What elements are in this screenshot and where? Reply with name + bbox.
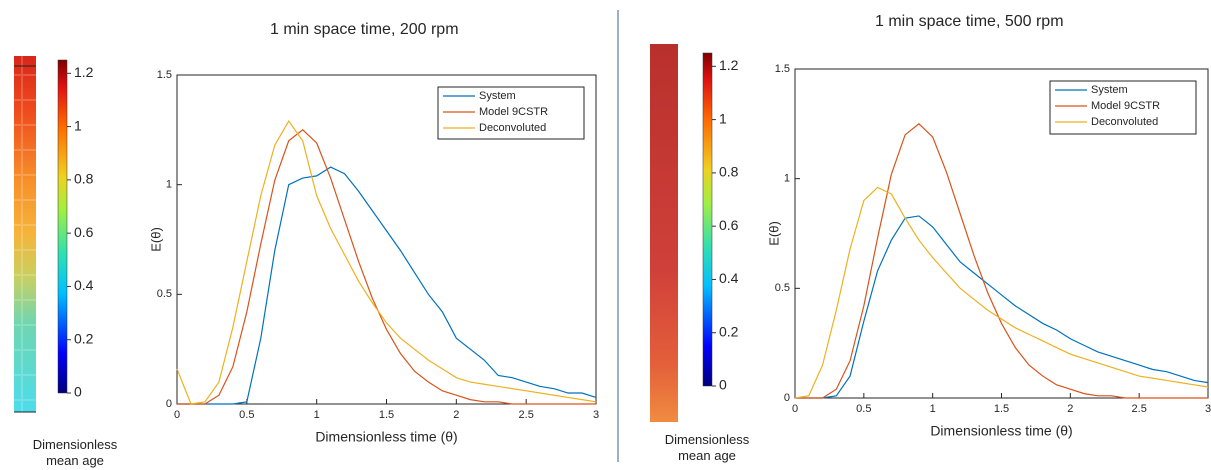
legend-label: Deconvoluted (479, 122, 546, 134)
x-tick-label: 0 (174, 409, 180, 421)
colorbar-tick-label: 0.2 (719, 323, 739, 339)
x-tick-label: 3 (1205, 403, 1211, 415)
colorbar (57, 59, 68, 394)
colorbar-tick-label: 0.8 (74, 171, 94, 187)
legend-label: Model 9CSTR (1091, 100, 1160, 112)
y-tick-label: 0 (784, 392, 790, 404)
y-axis-label: E(θ) (766, 221, 781, 246)
x-tick-label: 2.5 (519, 409, 534, 421)
colorbar-tick-label: 1 (74, 117, 82, 133)
colorbar-tick-label: 1.2 (719, 57, 739, 73)
series-line (795, 123, 1208, 399)
y-tick-label: 1.5 (775, 63, 790, 75)
x-tick-label: 0.5 (239, 409, 254, 421)
colorbar-tick-label: 0.6 (719, 217, 739, 233)
y-axis-label: E(θ) (148, 227, 163, 252)
x-axis-label: Dimensionless time (θ) (315, 429, 457, 445)
x-tick-label: 1 (314, 409, 320, 421)
colorbar-tick-label: 0.4 (719, 270, 739, 286)
series-line (176, 119, 597, 405)
colorbar-tick-label: 0.2 (74, 330, 94, 346)
y-tick-label: 1 (166, 179, 172, 191)
colorbar-tick-label: 0 (74, 384, 82, 400)
colorbar-tick-label: 1.2 (74, 64, 94, 80)
series-line (177, 166, 597, 405)
chart-title: 1 min space time, 500 rpm (875, 13, 1064, 30)
x-tick-label: 2 (1067, 403, 1073, 415)
y-tick-label: 0.5 (775, 282, 790, 294)
legend-label: Model 9CSTR (479, 106, 548, 118)
x-tick-label: 1.5 (379, 409, 394, 421)
legend-label: System (1091, 84, 1128, 96)
series-line (794, 186, 1209, 399)
x-axis-label: Dimensionless time (θ) (930, 423, 1072, 439)
x-tick-label: 2 (453, 409, 459, 421)
legend-label: Deconvoluted (1091, 116, 1158, 128)
y-tick-label: 1 (784, 173, 790, 185)
x-tick-label: 1.5 (994, 403, 1009, 415)
colorbar-tick-label: 1 (719, 110, 727, 126)
colorbar-tick-label: 0 (719, 377, 727, 393)
series-line (177, 129, 596, 405)
colorbar-label: Dimensionless mean age (664, 432, 750, 463)
colorbar-tick-label: 0.8 (719, 164, 739, 180)
x-tick-label: 0.5 (856, 403, 871, 415)
x-tick-label: 1 (930, 403, 936, 415)
y-tick-label: 0 (166, 398, 172, 410)
sample-image-cells (14, 56, 36, 412)
colorbar (702, 52, 713, 387)
x-tick-label: 3 (593, 409, 599, 421)
x-tick-label: 2.5 (1132, 403, 1147, 415)
sample-image (650, 44, 678, 422)
legend-label: System (479, 90, 516, 102)
y-tick-label: 1.5 (157, 69, 172, 81)
chart-title: 1 min space time, 200 rpm (270, 21, 459, 38)
series-line (795, 215, 1209, 399)
colorbar-tick-label: 0.4 (74, 277, 94, 293)
colorbar-tick-label: 0.6 (74, 224, 94, 240)
colorbar-label: Dimensionless mean age (32, 437, 118, 468)
x-tick-label: 0 (792, 403, 798, 415)
y-tick-label: 0.5 (157, 288, 172, 300)
